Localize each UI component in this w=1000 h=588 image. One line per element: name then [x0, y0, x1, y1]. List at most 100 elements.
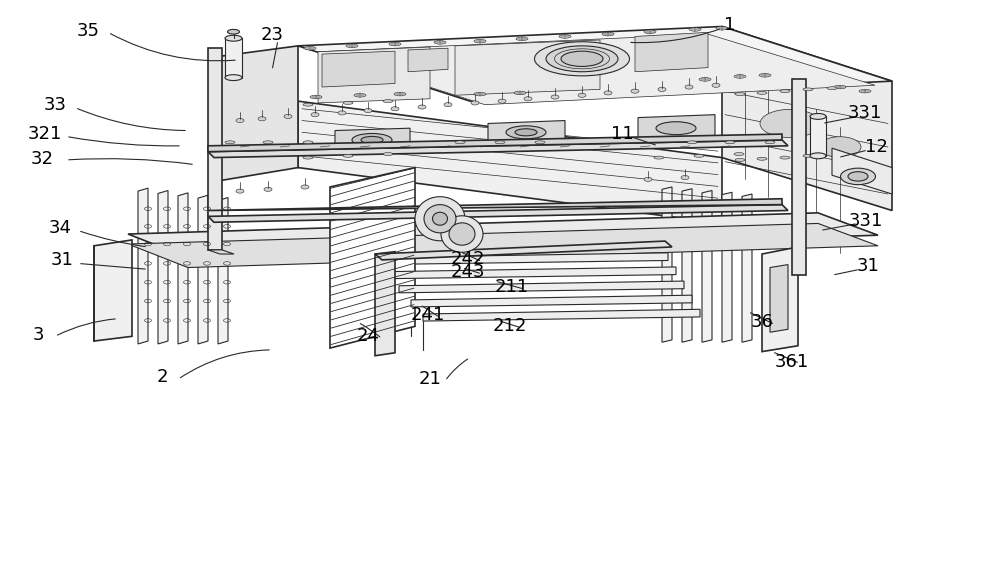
- Text: 12: 12: [865, 138, 887, 156]
- Ellipse shape: [644, 178, 652, 182]
- Polygon shape: [158, 191, 168, 344]
- Ellipse shape: [304, 46, 316, 50]
- Ellipse shape: [759, 74, 771, 77]
- Polygon shape: [298, 101, 722, 223]
- Text: 23: 23: [260, 26, 284, 44]
- Ellipse shape: [495, 141, 505, 144]
- Polygon shape: [318, 47, 430, 103]
- Text: 31: 31: [857, 257, 879, 275]
- Ellipse shape: [681, 176, 689, 180]
- Text: 331: 331: [848, 104, 882, 122]
- Ellipse shape: [765, 141, 775, 144]
- Polygon shape: [128, 213, 878, 258]
- Text: 331: 331: [849, 212, 883, 229]
- Ellipse shape: [354, 93, 366, 97]
- Ellipse shape: [810, 113, 826, 119]
- Polygon shape: [635, 32, 708, 72]
- Ellipse shape: [391, 107, 399, 111]
- Ellipse shape: [803, 88, 813, 91]
- Ellipse shape: [810, 153, 826, 159]
- Polygon shape: [208, 250, 234, 254]
- Ellipse shape: [225, 35, 242, 41]
- Ellipse shape: [602, 32, 614, 36]
- Polygon shape: [832, 148, 892, 194]
- Ellipse shape: [819, 137, 861, 158]
- Text: 1: 1: [724, 16, 736, 34]
- Ellipse shape: [361, 136, 383, 143]
- Ellipse shape: [258, 117, 266, 121]
- Ellipse shape: [859, 89, 871, 93]
- Ellipse shape: [551, 95, 559, 99]
- Ellipse shape: [524, 97, 532, 101]
- Ellipse shape: [338, 111, 346, 115]
- Polygon shape: [208, 205, 788, 222]
- Ellipse shape: [760, 109, 820, 138]
- Ellipse shape: [263, 141, 273, 144]
- Text: 21: 21: [419, 370, 441, 388]
- Polygon shape: [455, 40, 600, 95]
- Ellipse shape: [301, 185, 309, 189]
- Polygon shape: [322, 51, 395, 87]
- Polygon shape: [810, 116, 826, 156]
- Ellipse shape: [780, 156, 790, 159]
- Text: 211: 211: [495, 278, 529, 296]
- Polygon shape: [702, 191, 712, 342]
- Polygon shape: [638, 115, 715, 139]
- Ellipse shape: [514, 91, 526, 95]
- Ellipse shape: [455, 141, 465, 144]
- Ellipse shape: [303, 103, 313, 106]
- Ellipse shape: [685, 85, 693, 89]
- Ellipse shape: [559, 35, 571, 38]
- Ellipse shape: [654, 156, 664, 159]
- Ellipse shape: [757, 158, 767, 161]
- Ellipse shape: [716, 26, 728, 30]
- Polygon shape: [208, 134, 782, 152]
- Polygon shape: [178, 193, 188, 344]
- Text: 361: 361: [775, 353, 809, 370]
- Ellipse shape: [389, 42, 401, 46]
- Ellipse shape: [394, 92, 406, 96]
- Polygon shape: [198, 195, 208, 344]
- Polygon shape: [411, 295, 692, 307]
- Text: 36: 36: [751, 313, 773, 331]
- Ellipse shape: [498, 99, 506, 103]
- Ellipse shape: [441, 216, 483, 252]
- Ellipse shape: [803, 155, 813, 158]
- Text: 3: 3: [32, 326, 44, 344]
- Ellipse shape: [535, 141, 545, 144]
- Ellipse shape: [444, 103, 452, 107]
- Ellipse shape: [303, 141, 313, 144]
- Polygon shape: [138, 188, 148, 344]
- Ellipse shape: [383, 153, 393, 156]
- Ellipse shape: [516, 37, 528, 41]
- Ellipse shape: [699, 78, 711, 81]
- Ellipse shape: [644, 30, 656, 34]
- Polygon shape: [408, 48, 448, 72]
- Ellipse shape: [515, 129, 537, 136]
- Text: 212: 212: [493, 318, 527, 335]
- Ellipse shape: [694, 155, 704, 158]
- Polygon shape: [94, 240, 132, 341]
- Ellipse shape: [687, 141, 697, 144]
- Polygon shape: [218, 198, 228, 344]
- Polygon shape: [208, 48, 222, 250]
- Ellipse shape: [352, 133, 392, 146]
- Ellipse shape: [449, 223, 475, 245]
- Ellipse shape: [725, 141, 735, 144]
- Text: 242: 242: [451, 250, 485, 268]
- Text: 31: 31: [51, 251, 73, 269]
- Ellipse shape: [631, 89, 639, 93]
- Ellipse shape: [840, 168, 876, 185]
- Ellipse shape: [780, 90, 790, 93]
- Ellipse shape: [848, 172, 868, 181]
- Ellipse shape: [346, 44, 358, 48]
- Ellipse shape: [546, 46, 618, 72]
- Polygon shape: [792, 79, 806, 275]
- Ellipse shape: [424, 205, 456, 233]
- Polygon shape: [762, 247, 798, 352]
- Polygon shape: [682, 189, 692, 342]
- Ellipse shape: [506, 126, 546, 139]
- Ellipse shape: [712, 83, 720, 88]
- Ellipse shape: [474, 39, 486, 43]
- Ellipse shape: [236, 189, 244, 193]
